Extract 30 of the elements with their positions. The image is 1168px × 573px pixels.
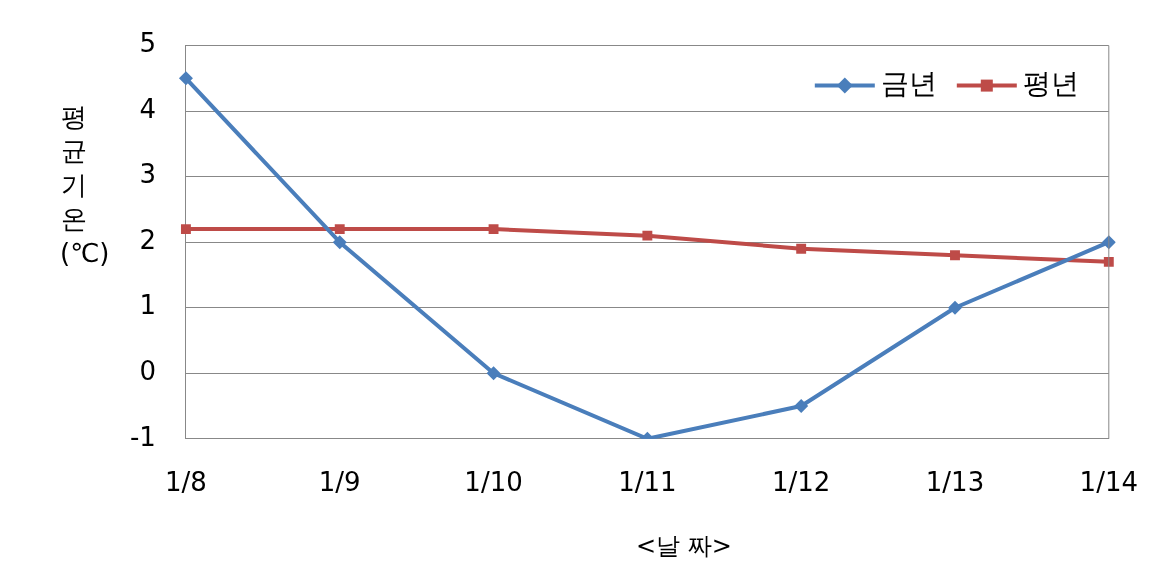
point (488, 224, 499, 235)
legend-label: 금년 (880, 66, 937, 100)
x-tick-label: 1/14 (1079, 467, 1138, 498)
x-tick-label: 1/9 (318, 467, 361, 498)
y-tick-label: -1 (129, 421, 156, 452)
point (796, 243, 807, 254)
y-tick-label: 5 (139, 28, 156, 59)
x-tick-label: 1/8 (165, 467, 207, 498)
point (794, 399, 809, 414)
x-tick-label: 1/13 (925, 467, 985, 498)
x-tick-label: 1/11 (618, 467, 677, 498)
point (1103, 256, 1114, 267)
y-tick-label: 1 (139, 290, 156, 321)
point (642, 230, 653, 241)
y-axis-title: 평균기온(℃) (60, 101, 110, 270)
point (334, 224, 345, 235)
point (332, 235, 347, 250)
y-tick-label: 2 (139, 224, 156, 255)
point (178, 71, 193, 86)
y-tick-label: 0 (139, 356, 156, 387)
point (950, 250, 960, 261)
legend-label: 평년 (1022, 66, 1079, 100)
point (180, 224, 191, 235)
x-axis-title: <날 짜> (635, 531, 733, 562)
x-tick-label: 1/12 (771, 467, 831, 498)
y-tick-label: 4 (139, 93, 156, 124)
x-tick-label: 1/10 (464, 467, 523, 498)
point (947, 300, 962, 315)
y-tick-label: 3 (139, 159, 156, 190)
point (486, 366, 501, 381)
